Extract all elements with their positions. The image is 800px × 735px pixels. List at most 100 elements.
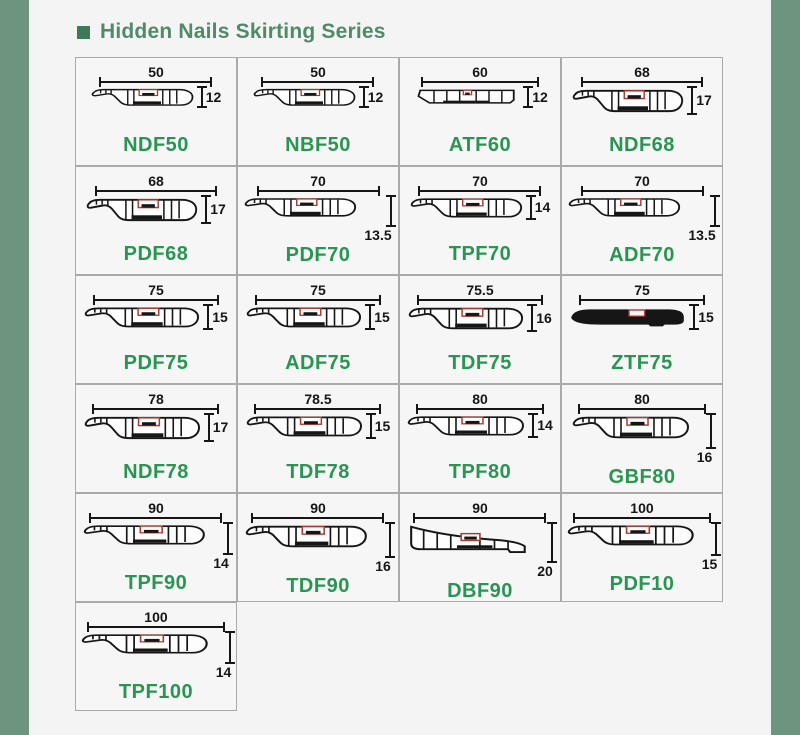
width-dimension-line xyxy=(418,186,542,197)
skirting-profile-drawing xyxy=(86,199,198,222)
profile-drawing-block: 68 17 xyxy=(86,173,226,225)
profile-drawing-block: 75 15 xyxy=(570,282,714,331)
height-dimension-line xyxy=(527,304,538,333)
width-dimension: 80 xyxy=(577,391,706,415)
profile-row: 14 xyxy=(81,631,236,681)
height-dimension-label: 14 xyxy=(215,664,232,681)
profile-row: 12 xyxy=(412,86,548,109)
height-dimension-label: 12 xyxy=(532,88,548,105)
height-dimension: 12 xyxy=(196,86,222,109)
skirting-profile-drawing xyxy=(245,198,357,217)
width-dimension-label: 70 xyxy=(472,173,488,189)
width-dimension-line xyxy=(577,404,706,415)
width-dimension-line xyxy=(254,404,382,415)
height-dimension-line xyxy=(706,413,717,450)
right-decor-bar xyxy=(771,0,800,735)
width-dimension-label: 50 xyxy=(148,64,164,80)
product-model-label: TPF90 xyxy=(124,571,188,594)
product-cell: 78 17 NDF78 xyxy=(75,384,237,493)
width-dimension: 50 xyxy=(99,64,213,88)
profile-row: 13.5 xyxy=(568,195,720,244)
height-dimension-label: 17 xyxy=(210,201,226,218)
product-model-label: GBF80 xyxy=(608,465,676,488)
width-dimension-label: 80 xyxy=(472,391,488,407)
width-dimension-label: 50 xyxy=(310,64,326,80)
skirting-profile-drawing xyxy=(246,416,362,437)
section-header: Hidden Nails Skirting Series xyxy=(77,20,386,44)
width-dimension: 68 xyxy=(94,173,217,197)
product-model-label: NDF50 xyxy=(123,134,189,156)
height-dimension-label: 13.5 xyxy=(688,227,716,244)
profile-drawing-block: 70 14 xyxy=(410,173,551,221)
width-dimension-label: 75.5 xyxy=(466,282,494,298)
width-dimension-label: 75 xyxy=(634,282,650,298)
width-dimension: 68 xyxy=(580,64,703,88)
height-dimension-label: 16 xyxy=(696,449,713,466)
height-dimension-label: 15 xyxy=(212,308,228,325)
product-cell: 70 13.5 ADF70 xyxy=(561,166,723,275)
profile-row: 12 xyxy=(91,86,222,109)
height-dimension: 14 xyxy=(213,522,233,571)
product-cell: 50 12 NDF50 xyxy=(75,57,237,166)
skirting-profile-drawing xyxy=(572,417,689,439)
product-cell: 75.5 16 TDF75 xyxy=(399,275,561,384)
product-cell: 75 15 ZTF75 xyxy=(561,275,723,384)
height-dimension-label: 13.5 xyxy=(364,227,392,244)
product-model-label: NDF68 xyxy=(609,134,675,156)
product-model-label: TDF78 xyxy=(286,461,350,483)
width-dimension: 75.5 xyxy=(416,282,543,306)
skirting-profile-drawing xyxy=(84,417,200,440)
product-cell: 68 17 NDF68 xyxy=(561,57,723,166)
height-dimension-line xyxy=(546,522,557,564)
skirting-profile-drawing xyxy=(246,307,362,328)
height-dimension-label: 20 xyxy=(537,563,553,580)
width-dimension-line xyxy=(580,77,703,88)
product-model-label: ATF60 xyxy=(448,134,512,156)
profile-row: 12 xyxy=(253,86,383,109)
profile-drawing-block: 80 14 xyxy=(407,391,553,439)
height-dimension: 15 xyxy=(365,413,390,440)
height-dimension-label: 14 xyxy=(534,199,551,216)
height-dimension: 16 xyxy=(375,522,395,575)
product-model-label: ADF70 xyxy=(609,243,675,266)
product-cell: 80 14 TPF80 xyxy=(399,384,561,493)
height-dimension: 17 xyxy=(201,195,226,225)
product-model-label: ZTF75 xyxy=(611,352,673,374)
skirting-profile-drawing xyxy=(410,525,526,554)
width-dimension-line xyxy=(261,77,375,88)
width-dimension-line xyxy=(415,404,544,415)
profile-drawing-block: 90 20 xyxy=(407,500,557,580)
profile-row: 17 xyxy=(84,413,228,443)
width-dimension-line xyxy=(94,186,217,197)
product-model-label: NBF50 xyxy=(285,134,351,156)
height-dimension-line xyxy=(203,304,214,331)
product-model-label: TDF90 xyxy=(286,574,350,597)
product-model-label: PDF10 xyxy=(609,572,675,595)
product-cell: 90 16 TDF90 xyxy=(237,493,399,602)
width-dimension: 70 xyxy=(256,173,380,197)
profile-row: 15 xyxy=(246,304,390,331)
product-model-label: NDF78 xyxy=(123,461,189,483)
width-dimension-label: 80 xyxy=(634,391,650,407)
width-dimension-label: 70 xyxy=(310,173,326,189)
width-dimension: 75 xyxy=(254,282,381,306)
profile-row: 14 xyxy=(83,522,233,571)
width-dimension: 90 xyxy=(89,500,223,524)
height-dimension-label: 14 xyxy=(537,417,553,434)
product-cell: 50 12 NBF50 xyxy=(237,57,399,166)
height-dimension-label: 16 xyxy=(375,558,391,575)
profile-drawing-block: 80 16 xyxy=(572,391,717,466)
height-dimension: 16 xyxy=(527,304,552,333)
height-dimension: 12 xyxy=(358,86,383,109)
left-decor-bar xyxy=(0,0,29,735)
height-dimension-line xyxy=(222,522,233,556)
width-dimension-label: 68 xyxy=(148,173,164,189)
height-dimension: 17 xyxy=(203,413,228,443)
width-dimension: 75 xyxy=(578,282,705,306)
width-dimension: 75 xyxy=(92,282,219,306)
height-dimension-label: 12 xyxy=(205,88,222,105)
profile-drawing-block: 75 15 xyxy=(84,282,228,331)
profile-drawing-block: 60 12 xyxy=(412,64,548,109)
profile-drawing-block: 78 17 xyxy=(84,391,228,443)
skirting-profile-drawing xyxy=(246,526,368,548)
